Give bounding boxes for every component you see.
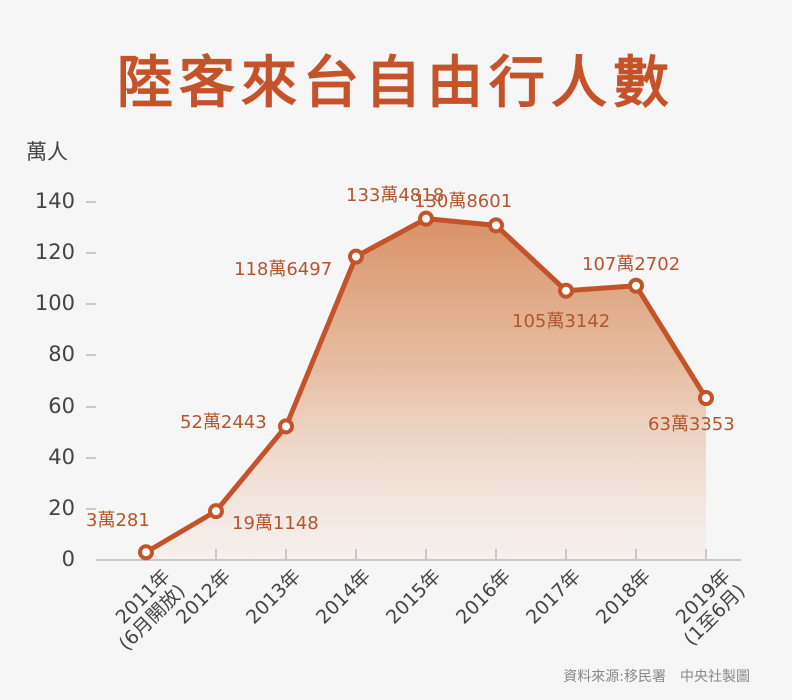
y-tick-mark [86, 507, 96, 510]
data-point-marker [278, 418, 294, 435]
y-tick-mark [86, 252, 96, 255]
data-markers [138, 210, 714, 561]
y-tick-mark [86, 354, 96, 357]
data-point-marker [558, 282, 574, 299]
data-point-marker [138, 544, 154, 561]
data-value-label: 105萬3142 [512, 310, 611, 332]
area-fill [146, 218, 706, 560]
y-tick-mark [86, 201, 96, 203]
data-value-label: 107萬2702 [582, 253, 681, 275]
data-point-marker [208, 503, 224, 520]
data-point-marker [698, 390, 714, 407]
y-tick-label: 60 [48, 393, 75, 418]
data-value-label: 130萬8601 [414, 191, 513, 213]
chart-title: 陸客來台自由行人數 [117, 51, 675, 116]
y-tick-label: 20 [48, 495, 75, 520]
y-tick-mark [86, 405, 96, 408]
data-point-marker [418, 210, 434, 227]
y-tick-label: 40 [48, 444, 75, 469]
y-axis-unit: 萬人 [26, 140, 68, 164]
data-value-label: 3萬281 [86, 510, 150, 532]
y-tick-mark [86, 456, 96, 459]
y-tick-label: 0 [61, 547, 75, 571]
y-tick-mark [86, 303, 96, 306]
y-tick-label: 100 [34, 291, 75, 316]
data-point-marker [348, 248, 364, 265]
data-point-marker [628, 277, 644, 294]
data-value-label: 118萬6497 [234, 258, 333, 280]
y-tick-label: 80 [48, 342, 75, 367]
data-point-marker [488, 217, 504, 234]
y-tick-label: 120 [34, 240, 75, 265]
data-value-label: 133萬4818 [346, 184, 445, 206]
x-ticks [215, 549, 707, 560]
data-value-label: 19萬1148 [232, 513, 319, 535]
y-tick-label: 140 [34, 189, 75, 213]
data-value-label: 52萬2443 [180, 412, 267, 434]
source-credit: 資料來源:移民署 中央社製圖 [563, 669, 750, 685]
data-value-label: 63萬3353 [648, 414, 735, 436]
